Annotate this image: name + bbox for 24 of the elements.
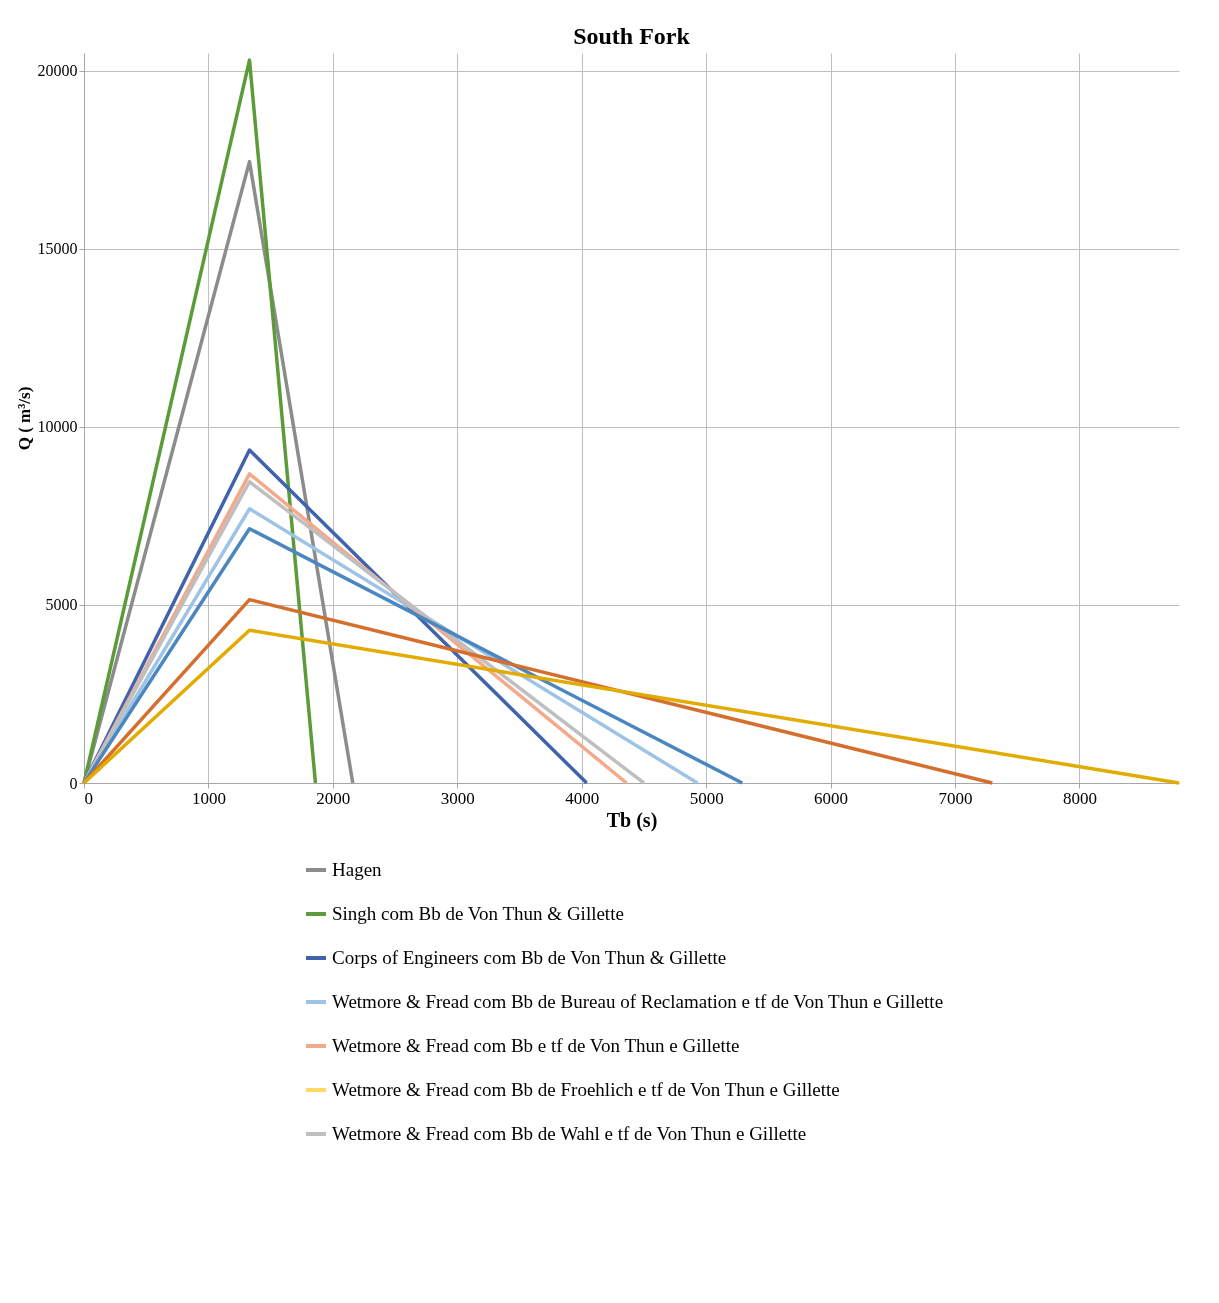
x-tick-label: 2000 xyxy=(316,788,351,808)
chart-title: South Fork xyxy=(573,23,691,49)
x-tick-label: 4000 xyxy=(565,788,600,808)
legend-label: Wetmore & Fread com Bb e tf de Von Thun e Gillette xyxy=(332,1035,740,1056)
legend-label: Wetmore & Fread com Bb de Froehlich e tf de Von Thun e Gillette xyxy=(332,1079,840,1100)
legend-label: Singh com Bb de Von Thun & Gillette xyxy=(332,903,624,924)
legend-label: Wetmore & Fread com Bb de Wahl e tf de Von Thun e Gillette xyxy=(332,1123,807,1144)
x-tick-label: 3000 xyxy=(440,788,475,808)
y-tick-label: 0 xyxy=(69,774,78,792)
x-tick-label: 0 xyxy=(84,788,93,808)
legend-label: Corps of Engineers com Bb de Von Thun & Gillette xyxy=(332,947,727,968)
legend-label: Hagen xyxy=(332,859,383,880)
legend-label: Wetmore & Fread com Bb de Bureau of Reclamation e tf de Von Thun e Gillette xyxy=(332,991,944,1012)
y-tick-label: 10000 xyxy=(37,418,78,436)
x-tick-label: 6000 xyxy=(814,788,849,808)
x-axis-title: Tb (s) xyxy=(606,808,658,832)
y-tick-label: 20000 xyxy=(37,62,78,80)
y-tick-label: 15000 xyxy=(37,240,78,258)
y-axis-title: Q ( m³/s) xyxy=(14,386,34,451)
y-tick-label: 5000 xyxy=(45,596,78,614)
x-tick-label: 5000 xyxy=(689,788,724,808)
x-tick-label: 7000 xyxy=(938,788,973,808)
x-tick-label: 1000 xyxy=(191,788,226,808)
x-tick-label: 8000 xyxy=(1062,788,1097,808)
